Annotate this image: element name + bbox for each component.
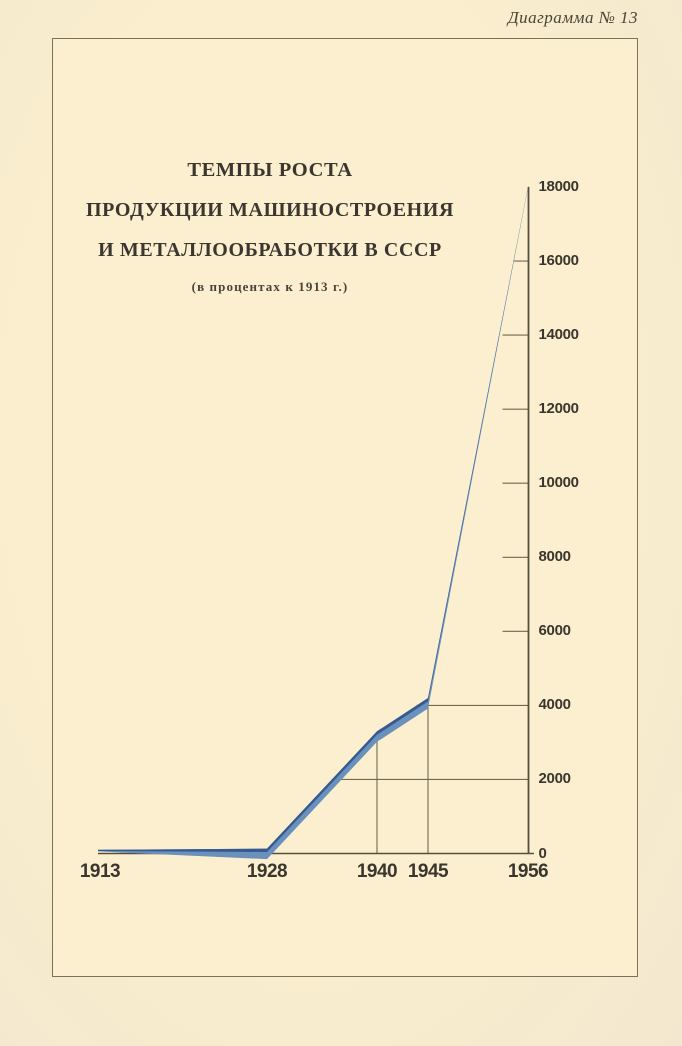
y-tick-label: 14000: [538, 326, 580, 344]
y-tick-label: 6000: [538, 622, 571, 640]
chart-title-block: ТЕМПЫ РОСТА ПРОДУКЦИИ МАШИНОСТРОЕНИЯ И М…: [60, 150, 480, 295]
y-tick-label: 12000: [538, 400, 580, 418]
grid-lines: [331, 186, 529, 780]
chart-title-line-3: И МЕТАЛЛООБРАБОТКИ В СССР: [98, 239, 442, 261]
x-tick-label: 1956: [507, 861, 549, 882]
chart-subtitle: (в процентах к 1913 г.): [191, 279, 349, 294]
diagram-number-caption: Диаграмма № 13: [507, 8, 638, 27]
x-tick-label: 1945: [407, 861, 449, 882]
chart-title-line-1: ТЕМПЫ РОСТА: [187, 159, 353, 181]
x-tick-label: 1928: [246, 861, 288, 882]
chart-title-line-2: ПРОДУКЦИИ МАШИНОСТРОЕНИЯ: [85, 199, 454, 221]
x-tick-label: 1940: [356, 861, 398, 882]
y-tick-label: 4000: [538, 696, 571, 714]
y-tick-label: 10000: [538, 474, 580, 492]
y-tick-label: 8000: [538, 548, 571, 566]
data-series-band: [98, 187, 528, 860]
page-frame-border: [52, 38, 638, 977]
x-tick-label: 1913: [79, 861, 121, 882]
y-tick-label: 18000: [538, 178, 580, 195]
y-tick-label: 0: [538, 844, 547, 862]
y-tick-label: 16000: [538, 252, 580, 270]
y-tick-label: 2000: [538, 770, 571, 788]
vertical-grid-lines: [376, 701, 429, 854]
